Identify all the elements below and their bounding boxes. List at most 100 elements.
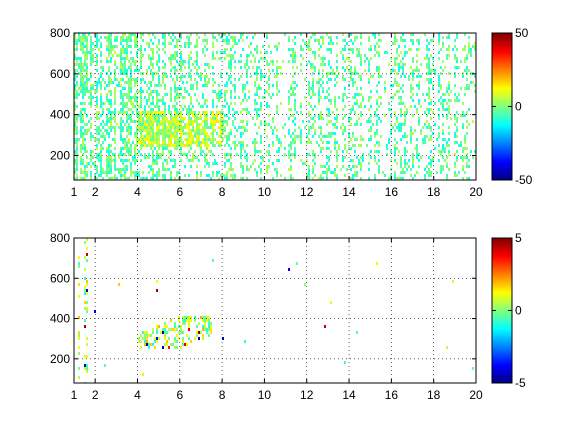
heatmap-cell	[158, 132, 160, 135]
heatmap-cell	[318, 87, 320, 90]
colorbar-segment	[492, 53, 512, 57]
heatmap-cell	[400, 39, 402, 42]
heatmap-cell	[404, 45, 406, 48]
heatmap-cell	[228, 60, 230, 63]
colorbar-segment	[492, 83, 512, 87]
heatmap-cell	[306, 174, 308, 177]
heatmap-cell	[80, 159, 82, 162]
heatmap-cell	[328, 159, 330, 162]
heatmap-cell	[320, 84, 322, 87]
heatmap-cell	[342, 108, 344, 111]
heatmap-cell	[216, 39, 218, 42]
heatmap-cell	[396, 81, 398, 84]
heatmap-cell	[180, 144, 182, 147]
heatmap-cell	[140, 36, 142, 39]
heatmap-cell	[330, 51, 332, 54]
heatmap-cell	[396, 177, 398, 180]
heatmap-cell	[154, 138, 156, 141]
heatmap-cell	[446, 48, 448, 51]
heatmap-cell	[162, 117, 164, 120]
heatmap-cell	[376, 51, 378, 54]
heatmap-cell	[120, 147, 122, 150]
heatmap-cell	[108, 159, 110, 162]
heatmap-cell	[176, 141, 178, 144]
heatmap-cell	[84, 60, 86, 63]
heatmap-cell	[230, 165, 232, 168]
colorbar-segment	[492, 349, 512, 352]
heatmap-cell	[416, 66, 418, 69]
heatmap-cell	[308, 171, 310, 174]
heatmap-cell	[90, 102, 92, 105]
heatmap-cell	[400, 108, 402, 111]
heatmap-cell	[144, 114, 146, 117]
heatmap-cell	[422, 141, 424, 144]
heatmap-cell	[122, 102, 124, 105]
heatmap-cell	[106, 48, 108, 51]
heatmap-cell	[174, 159, 176, 162]
heatmap-cell	[194, 66, 196, 69]
heatmap-cell	[328, 156, 330, 159]
heatmap-cell	[86, 81, 88, 84]
heatmap-cell	[80, 135, 82, 138]
heatmap-cell	[180, 66, 182, 69]
heatmap-cell	[288, 129, 290, 132]
colorbar-segment	[492, 242, 512, 246]
heatmap-cell	[250, 75, 252, 78]
heatmap-cell	[336, 75, 338, 78]
heatmap-cell	[194, 132, 196, 135]
heatmap-cell	[430, 150, 432, 153]
heatmap-cell	[168, 111, 170, 114]
heatmap-cell	[428, 108, 430, 111]
heatmap-cell	[108, 51, 110, 54]
heatmap-cell	[468, 165, 470, 168]
heatmap-cell	[356, 93, 358, 96]
heatmap-cell	[378, 165, 380, 168]
heatmap-cell	[314, 132, 316, 135]
heatmap-cell	[176, 87, 178, 90]
heatmap-cell	[254, 102, 256, 105]
heatmap-cell	[174, 96, 176, 99]
heatmap-cell	[468, 159, 470, 162]
heatmap-cell	[86, 174, 88, 177]
heatmap-cell	[454, 66, 456, 69]
heatmap-cell	[326, 81, 328, 84]
heatmap-cell	[176, 54, 178, 57]
colorbar-segment	[492, 51, 512, 55]
heatmap-cell	[266, 105, 268, 108]
heatmap-cell	[446, 141, 448, 144]
heatmap-cell	[350, 48, 352, 51]
heatmap-cell	[206, 153, 208, 156]
heatmap-cell	[242, 108, 244, 111]
heatmap-cell	[114, 159, 116, 162]
heatmap-cell	[390, 159, 392, 162]
heatmap-cell	[114, 126, 116, 129]
heatmap-cell	[356, 72, 358, 75]
heatmap-cell	[134, 42, 136, 45]
heatmap-cell	[124, 147, 126, 150]
heatmap-cell	[204, 99, 206, 102]
heatmap-cell	[78, 262, 80, 265]
heatmap-cell	[428, 156, 430, 159]
heatmap-cell	[312, 117, 314, 120]
heatmap-cell	[142, 177, 144, 180]
heatmap-cell	[96, 144, 98, 147]
heatmap-cell	[196, 325, 198, 328]
colorbar-segment	[492, 358, 512, 361]
heatmap-cell	[260, 102, 262, 105]
heatmap-cell	[418, 87, 420, 90]
heatmap-cell	[376, 141, 378, 144]
heatmap-cell	[158, 117, 160, 120]
heatmap-cell	[368, 60, 370, 63]
heatmap-cell	[206, 319, 208, 322]
heatmap-cell	[198, 36, 200, 39]
heatmap-cell	[74, 84, 76, 87]
heatmap-cell	[360, 93, 362, 96]
heatmap-cell	[166, 147, 168, 150]
heatmap-cell	[362, 159, 364, 162]
heatmap-cell	[174, 45, 176, 48]
heatmap-cell	[166, 132, 168, 135]
heatmap-cell	[256, 111, 258, 114]
heatmap-cell	[202, 84, 204, 87]
heatmap-cell	[356, 102, 358, 105]
